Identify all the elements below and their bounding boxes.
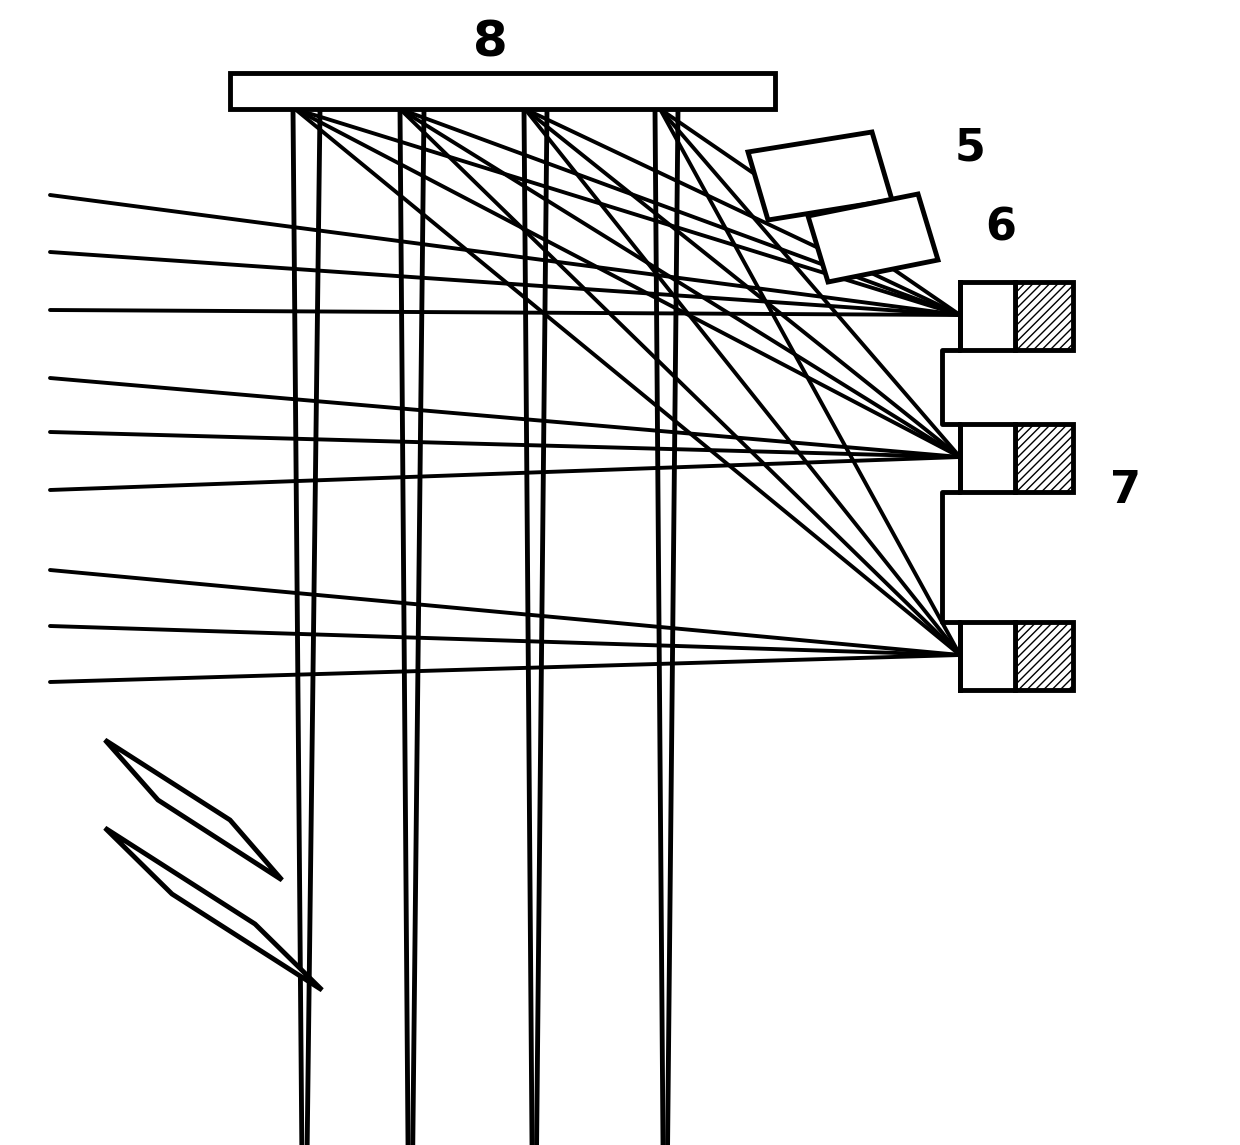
Text: 6: 6 <box>985 206 1016 250</box>
Text: 8: 8 <box>472 18 507 66</box>
Bar <box>229 73 775 109</box>
Polygon shape <box>105 828 322 990</box>
Bar <box>960 622 1016 690</box>
Polygon shape <box>808 194 937 282</box>
Polygon shape <box>105 740 281 881</box>
Bar <box>1016 282 1073 350</box>
Text: 7: 7 <box>1110 468 1141 512</box>
Bar <box>1016 424 1073 492</box>
Bar <box>960 424 1016 492</box>
Text: 5: 5 <box>955 126 986 169</box>
Polygon shape <box>748 132 892 220</box>
Bar <box>960 282 1016 350</box>
Bar <box>1016 622 1073 690</box>
